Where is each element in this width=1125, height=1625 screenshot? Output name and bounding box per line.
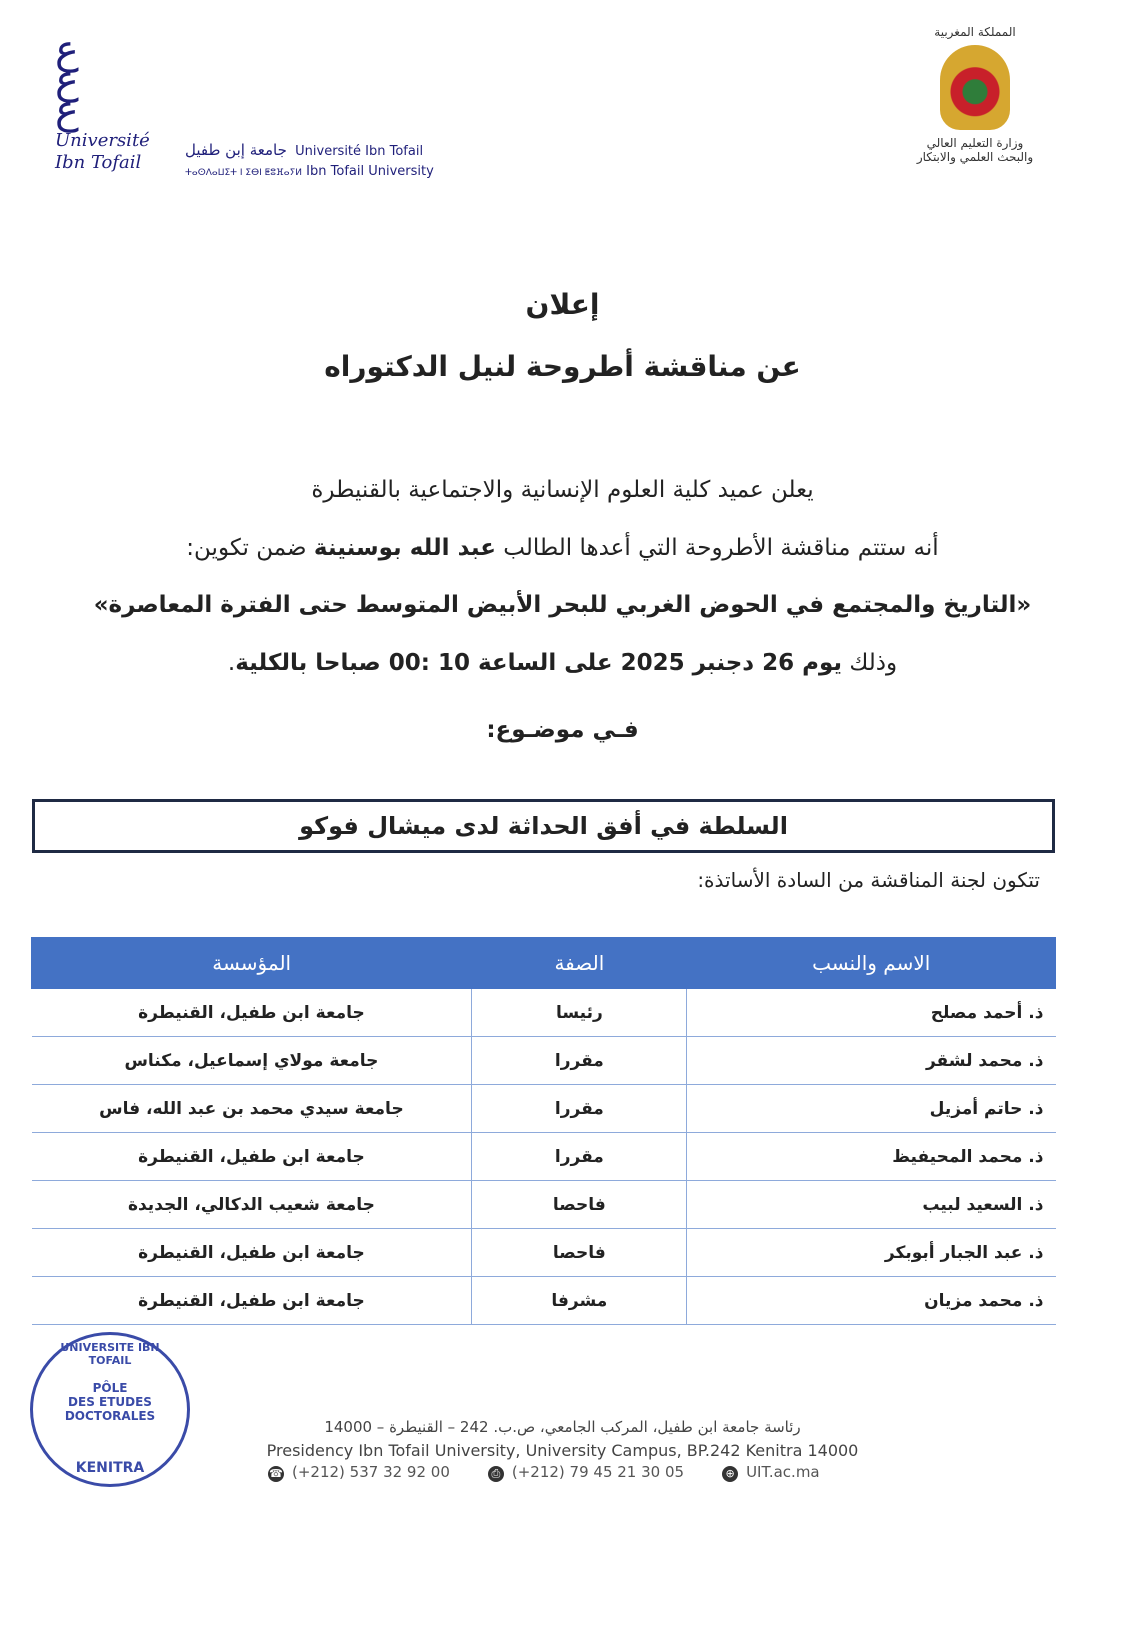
jury-name: ذ. عبد الجبار أبوبكر xyxy=(686,1228,1056,1277)
student-name: عبد الله بوسنينة xyxy=(313,535,496,561)
footer-address-en: Presidency Ibn Tofail University, Univer… xyxy=(266,1441,859,1460)
table-row: ذ. محمد لشقر مقررا جامعة مولاي إسماعيل، مك… xyxy=(31,1036,1056,1085)
defense-date: يوم 26 دجنبر 2025 على الساعة 10 :00 صباح… xyxy=(235,650,843,676)
table-row: ذ. عبد الجبار أبوبكر فاحصا جامعة ابن طفيل،… xyxy=(31,1228,1056,1277)
phone-icon: ☎ xyxy=(268,1466,284,1482)
stamp-line1: PÔLE xyxy=(92,1381,128,1395)
kingdom-label: المملكة المغربية xyxy=(934,25,1016,39)
uit-name-fr: Université Ibn Tofail xyxy=(295,144,424,159)
jury-institution: جامعة ابن طفيل، القنيطرة xyxy=(31,1276,473,1325)
fax-icon: ⎙ xyxy=(487,1466,504,1482)
uit-script-logo: Université Ibn Tofail xyxy=(55,130,150,173)
header-institution: المؤسسة xyxy=(30,937,473,989)
jury-table: الاسم والنسب الصفة المؤسسة ذ. أحمد مصلح ر… xyxy=(30,937,1056,1325)
ministry-logo: المملكة المغربية وزارة التعليم العالي وا… xyxy=(895,25,1055,190)
uit-name-ar: جامعة إبن طفيل xyxy=(185,141,287,159)
footer-web[interactable]: ⊕ UIT.ac.ma xyxy=(722,1463,820,1482)
stamp-ring-bottom: KENITRA xyxy=(75,1460,145,1476)
footer-phone: ☎ (+212) 537 32 92 00 xyxy=(268,1463,450,1482)
jury-role: مقررا xyxy=(471,1132,687,1181)
jury-name: ذ. أحمد مصلح xyxy=(686,988,1056,1037)
table-row: ذ. أحمد مصلح رئيسا جامعة ابن طفيل، القنيطر… xyxy=(31,988,1056,1037)
program-name: «التاريخ والمجتمع في الحوض الغربي للبحر … xyxy=(93,592,1032,618)
jury-institution: جامعة شعيب الدكالي، الجديدة xyxy=(31,1180,473,1229)
table-row: ذ. محمد المحيفيظ مقررا جامعة ابن طفيل، الق… xyxy=(31,1132,1056,1181)
footer-address-ar: رئاسة جامعة ابن طفيل، المركب الجامعي، ص.… xyxy=(324,1418,801,1436)
phone-number: (+212) 537 32 92 00 xyxy=(292,1463,450,1481)
jury-role: رئيسا xyxy=(471,988,687,1037)
jury-institution: جامعة ابن طفيل، القنيطرة xyxy=(31,1132,473,1181)
uit-name-en: Ibn Tofail University xyxy=(306,164,434,179)
jury-name: ذ. محمد مزيان xyxy=(686,1276,1056,1325)
ministry-line2: والبحث العلمي والابتكار xyxy=(916,150,1034,164)
doctoral-school-stamp: UNIVERSITE IBN TOFAIL PÔLE DES ETUDES DO… xyxy=(30,1332,190,1487)
globe-icon: ⊕ xyxy=(722,1466,739,1482)
stamp-line3: DOCTORALES xyxy=(64,1409,156,1423)
jury-role: فاحصا xyxy=(471,1180,687,1229)
web-link[interactable]: UIT.ac.ma xyxy=(746,1463,820,1481)
announcement-subtitle: عن مناقشة أطروحة لنيل الدكتوراه xyxy=(324,350,801,383)
jury-intro: تتكون لجنة المناقشة من السادة الأساتذة: xyxy=(697,868,1040,892)
dean-announcement: يعلن عميد كلية العلوم الإنسانية والاجتما… xyxy=(311,477,814,503)
date-post: . xyxy=(227,650,236,676)
thesis-line-post: ضمن تكوين: xyxy=(186,535,314,561)
table-row: ذ. السعيد لبيب فاحصا جامعة شعيب الدكالي، ا… xyxy=(31,1180,1056,1229)
header-role: الصفة xyxy=(471,937,688,989)
footer-contacts: ☎ (+212) 537 32 92 00 ⎙ (+212) 79 45 21 30… xyxy=(268,1463,820,1482)
jury-role: فاحصا xyxy=(471,1228,687,1277)
footer-fax: ⎙ (+212) 79 45 21 30 05 xyxy=(487,1463,685,1482)
jury-name: ذ. السعيد لبيب xyxy=(686,1180,1056,1229)
ministry-line1: وزارة التعليم العالي xyxy=(926,136,1024,150)
jury-role: مشرفا xyxy=(471,1276,687,1325)
thesis-subject-box: السلطة في أفق الحداثة لدى ميشال فوكو xyxy=(32,799,1055,853)
jury-institution: جامعة سيدي محمد بن عبد الله، فاس xyxy=(31,1084,473,1133)
jury-role: مقررا xyxy=(471,1036,687,1085)
header-name: الاسم والنسب xyxy=(686,937,1056,989)
stamp-ring-top: UNIVERSITE IBN TOFAIL xyxy=(60,1341,160,1367)
table-header: الاسم والنسب الصفة المؤسسة xyxy=(30,937,1056,989)
jury-institution: جامعة مولاي إسماعيل، مكناس xyxy=(31,1036,473,1085)
subject-label: فـي موضـوع: xyxy=(486,717,639,743)
uit-name-tifinagh: ⵜⴰⵙⴷⴰⵡⵉⵜ ⵏ ⵉⴱⵏ ⵟⵓⴼⴰⵢⵍ xyxy=(185,168,303,178)
jury-name: ذ. محمد لشقر xyxy=(686,1036,1056,1085)
jury-name: ذ. حاتم أمزيل xyxy=(686,1084,1056,1133)
table-row: ذ. حاتم أمزيل مقررا جامعة سيدي محمد بن عبد… xyxy=(31,1084,1056,1133)
jury-institution: جامعة ابن طفيل، القنيطرة xyxy=(31,988,473,1037)
uit-names: جامعة إبن طفيل Université Ibn Tofail ⵜⴰⵙ… xyxy=(185,140,434,183)
jury-institution: جامعة ابن طفيل، القنيطرة xyxy=(31,1228,473,1277)
announcement-title: إعلان xyxy=(525,288,600,321)
stamp-line2: DES ETUDES xyxy=(68,1395,152,1409)
jury-name: ذ. محمد المحيفيظ xyxy=(686,1132,1056,1181)
fax-number: (+212) 79 45 21 30 05 xyxy=(511,1463,685,1481)
thesis-line: أنه ستتم مناقشة الأطروحة التي أعدها الطا… xyxy=(0,535,1125,561)
thesis-line-pre: أنه ستتم مناقشة الأطروحة التي أعدها الطا… xyxy=(495,535,939,561)
date-line: وذلك يوم 26 دجنبر 2025 على الساعة 10 :00… xyxy=(0,650,1125,676)
table-row: ذ. محمد مزيان مشرفا جامعة ابن طفيل، القنيط… xyxy=(31,1276,1056,1325)
jury-role: مقررا xyxy=(471,1084,687,1133)
coat-of-arms-icon xyxy=(940,45,1010,130)
date-pre: وذلك xyxy=(842,650,898,676)
